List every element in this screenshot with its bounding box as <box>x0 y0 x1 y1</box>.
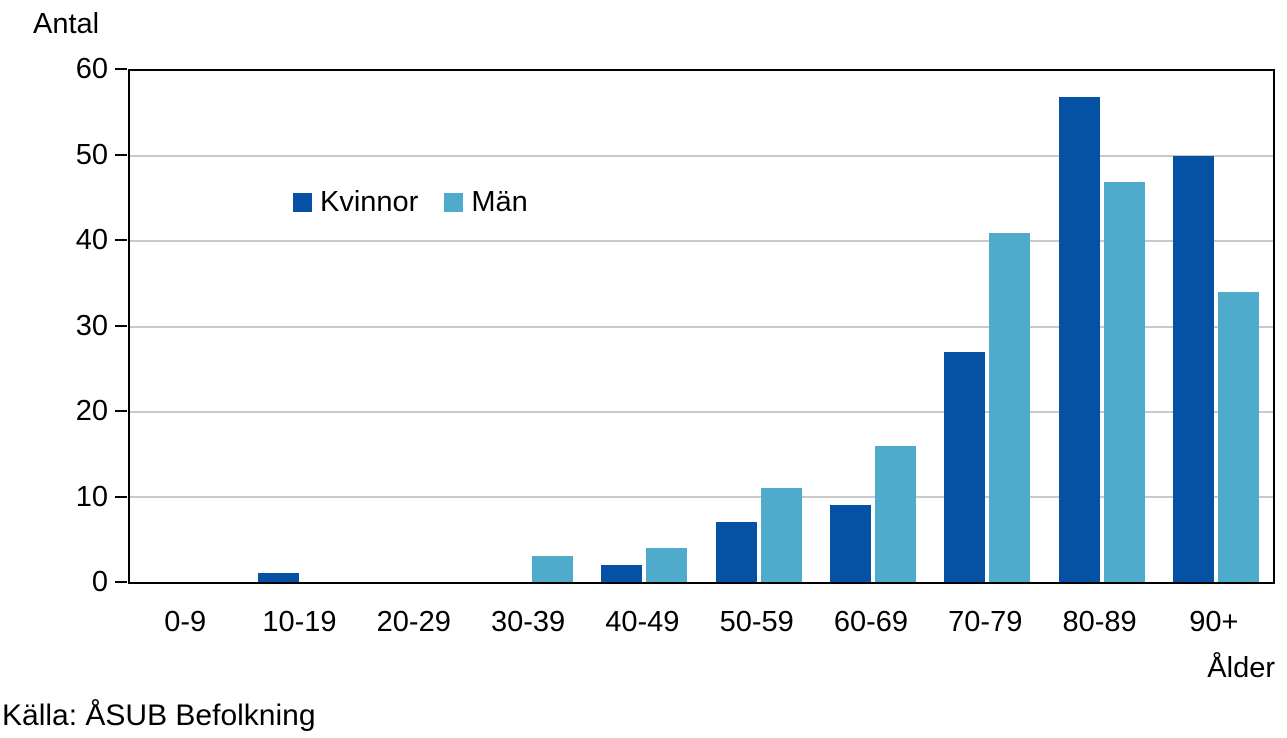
y-tick-mark-30 <box>115 324 127 327</box>
y-tick-label-40: 40 <box>75 224 108 256</box>
man-swatch-icon <box>444 192 464 212</box>
y-tick-label-20: 20 <box>75 395 108 427</box>
legend-label-man: Män <box>471 186 528 218</box>
bar-kvinnor-80-89 <box>1058 96 1100 582</box>
x-tick-label-80-89: 80-89 <box>1062 606 1137 638</box>
gridline-30 <box>130 325 1273 328</box>
x-axis-title: Ålder <box>1207 652 1275 684</box>
x-tick-label-40-49: 40-49 <box>605 606 680 638</box>
bar-män-40-49 <box>646 547 688 582</box>
y-tick-label-60: 60 <box>75 53 108 85</box>
bar-män-70-79 <box>989 232 1031 582</box>
legend-label-kvinnor: Kvinnor <box>320 186 419 218</box>
y-tick-mark-20 <box>115 410 127 412</box>
legend: Kvinnor Män <box>293 186 528 218</box>
y-axis-title: Antal <box>33 8 100 40</box>
bar-kvinnor-70-79 <box>944 352 986 582</box>
x-tick-label-60-69: 60-69 <box>833 606 909 638</box>
bar-kvinnor-40-49 <box>601 564 643 582</box>
bar-kvinnor-10-19 <box>258 573 300 582</box>
gridline-40 <box>130 240 1273 243</box>
plot-area: Kvinnor Män <box>128 69 1275 584</box>
bar-kvinnor-90+ <box>1172 156 1214 582</box>
bar-män-90+ <box>1217 292 1259 582</box>
source-note: Källa: ÅSUB Befolkning <box>2 699 316 732</box>
bar-män-50-59 <box>760 488 802 582</box>
legend-item-kvinnor: Kvinnor <box>293 186 418 218</box>
gridline-10 <box>130 495 1273 498</box>
bar-män-60-69 <box>874 445 916 582</box>
y-tick-mark-60 <box>115 68 127 70</box>
bar-män-30-39 <box>532 556 574 582</box>
y-tick-label-0: 0 <box>91 566 108 598</box>
bar-kvinnor-50-59 <box>715 522 757 582</box>
x-tick-label-20-29: 20-29 <box>376 606 451 638</box>
x-tick-label-30-39: 30-39 <box>490 606 566 638</box>
x-tick-label-70-79: 70-79 <box>948 606 1023 638</box>
gridline-50 <box>130 155 1273 158</box>
y-tick-label-50: 50 <box>75 138 108 171</box>
x-tick-label-0-9: 0-9 <box>164 606 207 638</box>
x-tick-label-90+: 90+ <box>1189 606 1239 638</box>
kvinnor-swatch-icon <box>293 192 312 212</box>
legend-item-man: Män <box>444 186 528 218</box>
x-tick-label-50-59: 50-59 <box>719 606 794 638</box>
x-tick-label-10-19: 10-19 <box>262 606 337 638</box>
y-tick-mark-50 <box>115 153 127 156</box>
y-tick-label-30: 30 <box>75 309 108 342</box>
bar-kvinnor-60-69 <box>829 505 871 582</box>
y-tick-label-10: 10 <box>75 480 108 513</box>
y-tick-mark-10 <box>115 495 127 498</box>
bar-män-80-89 <box>1103 181 1145 582</box>
y-tick-mark-0 <box>115 581 127 583</box>
y-tick-mark-40 <box>115 239 127 241</box>
gridline-20 <box>130 410 1273 413</box>
